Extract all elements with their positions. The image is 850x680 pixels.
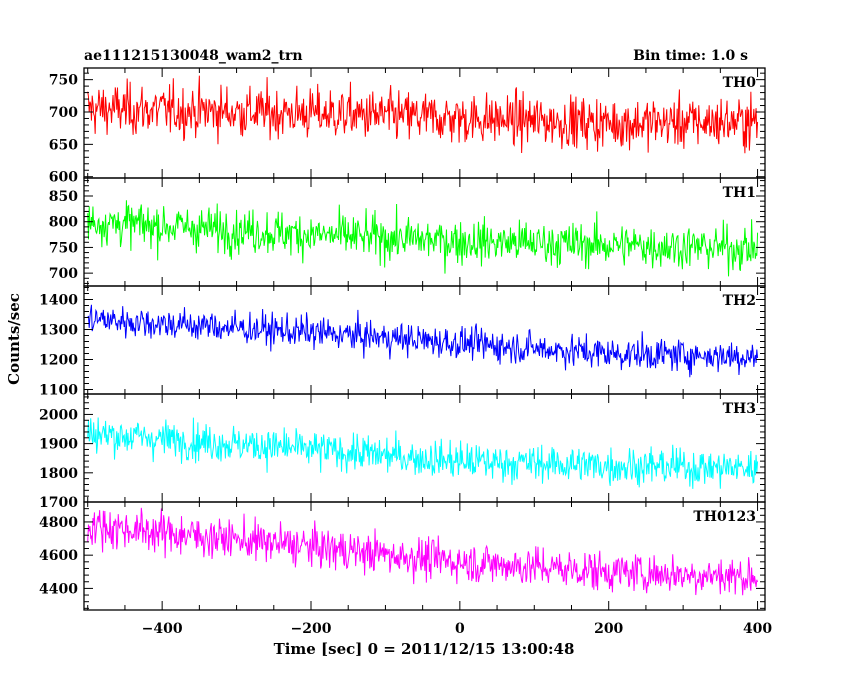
series-line-th0123	[87, 507, 759, 596]
panel-label-th3: TH3	[723, 401, 756, 417]
x-tick-label: −400	[142, 621, 183, 637]
panel-label-th2: TH2	[723, 293, 756, 309]
y-tick-label: 700	[49, 105, 78, 121]
y-tick-label: 4800	[39, 515, 78, 531]
panel-th0: 600 650 700 750 TH0	[49, 67, 766, 186]
panel-frame	[83, 501, 766, 611]
y-tick-label: 4400	[39, 581, 78, 597]
x-tick-label: 0	[455, 621, 465, 637]
bin-time-label: Bin time: 1.0 s	[633, 48, 748, 64]
series-line-th0	[87, 75, 759, 154]
panel-label-th0123: TH0123	[693, 509, 756, 525]
panel-th0123: 4400 4600 4800 TH0123	[39, 501, 766, 611]
y-tick-label: 750	[49, 240, 78, 256]
y-tick-label: 1100	[39, 383, 78, 399]
series-line-th1	[87, 200, 759, 277]
series-line-th3	[87, 417, 759, 489]
x-tick-label: 400	[743, 621, 772, 637]
y-tick-label: 600	[49, 170, 78, 186]
panel-label-th0: TH0	[723, 75, 757, 91]
panel-th2: 1100 1200 1300 1400 TH2	[39, 285, 766, 399]
y-tick-label: 1200	[39, 353, 78, 369]
x-tick-label: 200	[594, 621, 623, 637]
y-tick-label: 1300	[39, 323, 78, 339]
y-tick-label: 850	[49, 189, 78, 205]
y-tick-label: 4600	[39, 548, 78, 564]
panel-th3: 1700 1800 1900 2000 TH3	[39, 393, 766, 511]
y-axis-title: Counts/sec	[5, 293, 23, 385]
x-tick-label: −200	[291, 621, 332, 637]
y-tick-label: 750	[49, 73, 78, 89]
y-tick-label: 800	[49, 215, 78, 231]
x-axis-title: Time [sec] 0 = 2011/12/15 13:00:48	[274, 640, 575, 658]
y-tick-label: 1900	[39, 437, 78, 453]
y-tick-label: 1400	[39, 293, 78, 309]
panel-group: 600 650 700 750 TH0 700 750 800 850 TH1 1100 1200 13…	[39, 67, 772, 637]
panel-label-th1: TH1	[723, 185, 756, 201]
y-tick-label: 1800	[39, 466, 78, 482]
y-tick-label: 2000	[39, 407, 78, 423]
y-tick-label: 1700	[39, 495, 78, 511]
panel-th1: 700 750 800 850 TH1	[49, 177, 766, 287]
y-tick-label: 700	[49, 266, 78, 282]
chart-title: ae111215130048_wam2_trn	[84, 48, 303, 64]
series-line-th2	[87, 304, 759, 378]
y-tick-label: 650	[49, 137, 78, 153]
